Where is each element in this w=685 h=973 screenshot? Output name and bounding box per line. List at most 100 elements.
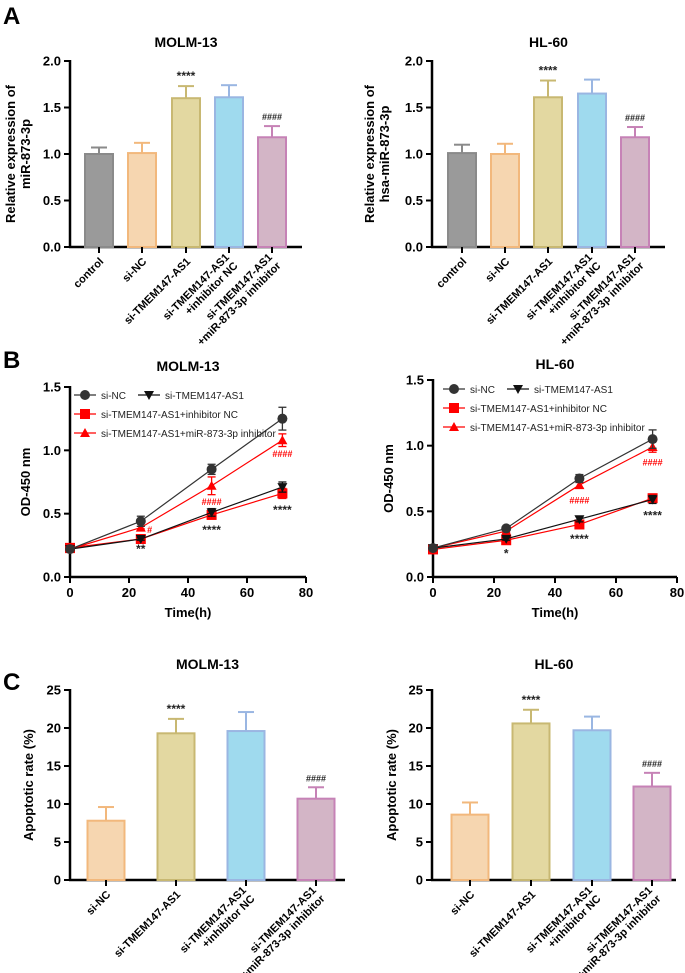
bar [296,797,336,881]
marker-triangle-up [277,435,288,445]
x-tick-label: 20 [122,585,136,600]
x-tick-label: 80 [670,585,684,600]
significance-label: **** [522,693,541,707]
y-tick-label: 20 [409,721,423,736]
x-tick-label: 80 [299,585,313,600]
marker-circle [428,543,438,554]
x-tick-label: si-NC [120,256,149,285]
line-chart-B2: 0.0 0.5 1.0 1.5 HL-60 OD-450 nm 0 20 40 60 80 Time(… [381,356,684,620]
y-tick-label: 0.5 [405,193,423,208]
y-tick-label: 0.0 [405,240,423,255]
significance-label: #### [272,449,292,459]
bar [447,152,477,249]
marker-circle [501,523,512,534]
y-tick-label: 25 [409,683,423,698]
legend-label: si-NC [101,391,126,402]
bar [620,136,650,248]
y-tick-label: 1.0 [406,438,424,453]
series-line [69,486,283,550]
marker-circle [449,384,459,394]
legend-item: si-NC [74,390,126,402]
marker-square [277,488,288,499]
y-tick-label: 1.5 [406,373,424,388]
significance-label: **** [177,69,196,83]
legend-item: si-NC [443,384,495,396]
significance-label: #### [625,113,645,123]
y-axis-label: Apoptotic rate (%) [21,729,36,841]
series-line [69,439,283,550]
bar [632,785,672,882]
y-tick-label: 5 [416,835,423,850]
bar [450,813,490,882]
significance-label: # [147,525,152,535]
y-axis-label: OD-450 nm [381,444,396,513]
chart-title: MOLM-13 [157,358,220,374]
bar [171,97,201,248]
series-line [432,498,653,549]
x-tick-label-line: control [434,256,469,291]
marker-triangle-up [206,480,217,490]
x-tick-label: 0 [66,585,73,600]
y-tick-label: 1.5 [43,100,61,115]
x-tick-label-line: si-NC [84,889,113,918]
y-tick-label: 0.5 [43,193,61,208]
y-tick-label: 0 [416,873,423,888]
legend-label: si-TMEM147-AS1 [165,391,244,402]
significance-label: #### [202,497,222,507]
bar-chart-A1: 0.0 0.5 1.0 1.5 2.0 MOLM-13 Relative expressio… [3,34,302,348]
y-tick-label: 0.5 [43,506,61,521]
significance-label: **** [167,702,186,716]
marker-triangle-down [647,495,658,505]
marker-triangle-down [574,515,585,525]
x-axis-label: Time(h) [165,605,212,620]
y-tick-label: 25 [47,683,61,698]
x-tick-label: si-NC [84,889,113,918]
legend-item: si-TMEM147-AS1+inhibitor NC [74,409,238,421]
series-line [69,492,283,549]
y-tick-label: 1.0 [43,443,61,458]
y-tick-label: 1.0 [405,147,423,162]
y-tick-label: 1.0 [43,147,61,162]
marker-circle [277,413,288,424]
x-tick-label-line: si-NC [448,889,477,918]
x-tick-label: 20 [487,585,501,600]
marker-circle [574,473,585,484]
legend-label: si-TMEM147-AS1+miR-873-3p inhibitor [470,423,645,434]
marker-square [574,519,585,530]
y-axis-label: hsa-miR-873-3p [377,106,392,203]
panel-label-a: A [3,3,20,30]
y-tick-label: 20 [47,721,61,736]
legend-label: si-NC [470,385,495,396]
chart-title: MOLM-13 [176,656,239,672]
significance-label: #### [569,496,589,506]
y-tick-label: 0.5 [406,504,424,519]
marker-triangle-down [501,534,512,544]
marker-triangle-up [80,428,90,437]
bar [577,92,607,248]
marker-circle [80,390,90,400]
marker-square [449,403,459,413]
marker-circle [647,434,658,445]
legend: si-NC si-TMEM147-AS1 si-TMEM147-AS1+inhibi… [443,384,645,434]
bar [490,153,520,248]
significance-label: **** [202,523,221,537]
y-tick-label: 0 [54,873,61,888]
x-tick-label: control [71,256,106,291]
marker-triangle-up [135,522,146,532]
legend-item: si-TMEM147-AS1 [138,391,244,402]
x-tick-label-line: si-NC [120,256,149,285]
series-line [432,497,653,551]
marker-triangle-down [144,391,154,400]
bar [257,136,287,248]
significance-label: ** [136,542,146,556]
significance-label: #### [306,773,326,783]
bar [511,722,551,881]
y-tick-label: 15 [47,759,61,774]
legend-label: si-TMEM147-AS1+miR-873-3p inhibitor [101,429,276,440]
legend-item: si-TMEM147-AS1 [507,385,613,396]
significance-label: **** [643,508,662,522]
legend-item: si-TMEM147-AS1+miR-873-3p inhibitor [74,428,276,440]
significance-label: **** [539,64,558,78]
x-tick-label: si-NC [448,889,477,918]
